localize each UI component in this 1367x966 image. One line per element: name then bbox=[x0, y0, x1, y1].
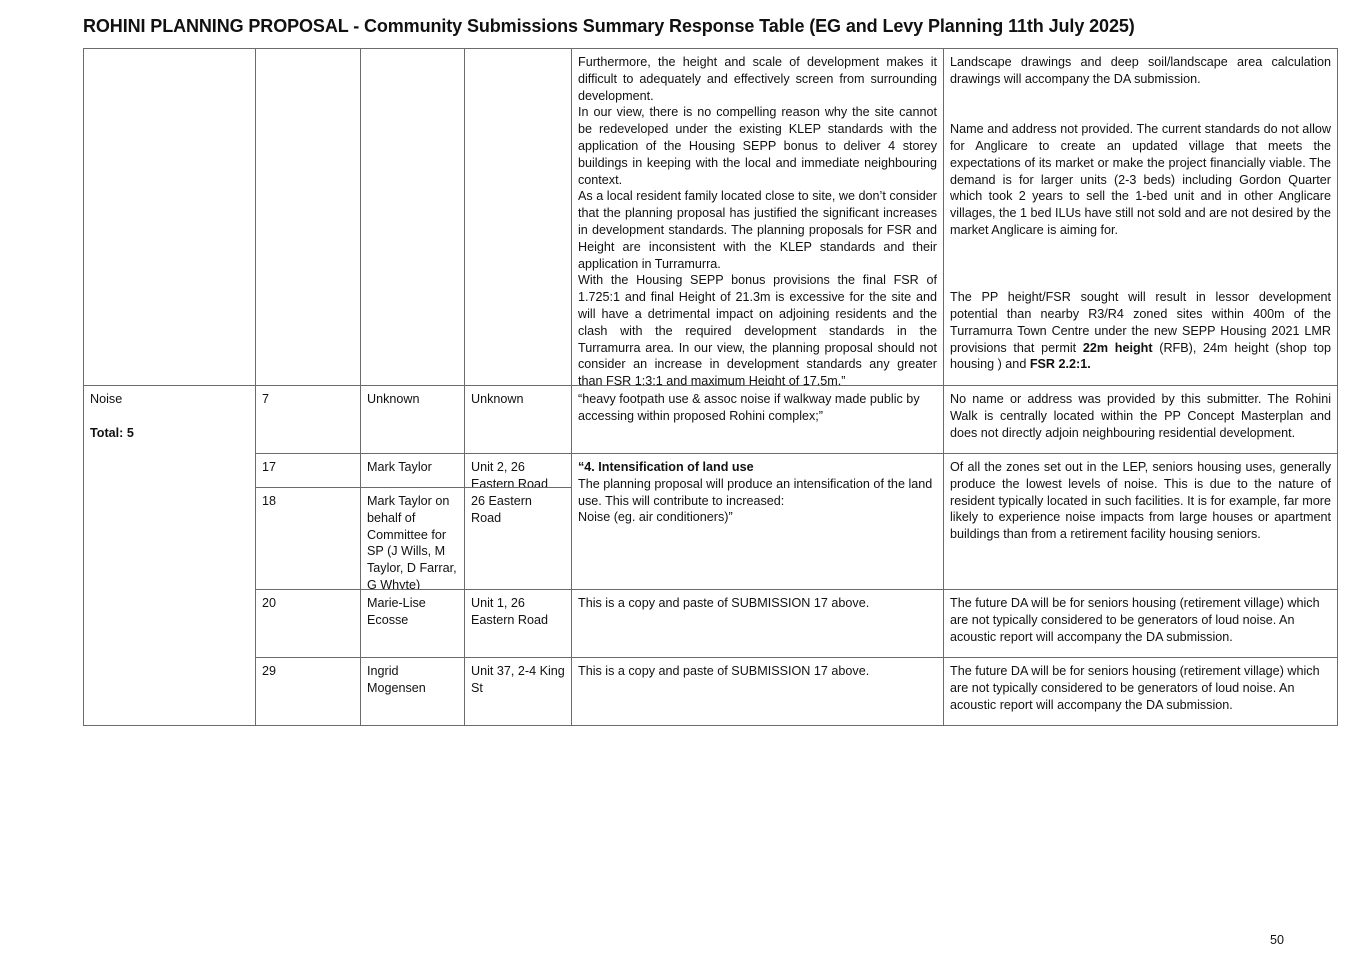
submission-paragraph: In our view, there is no compelling reas… bbox=[578, 105, 937, 187]
cell-submission: This is a copy and paste of SUBMISSION 1… bbox=[571, 589, 944, 658]
cell-address: Unknown bbox=[464, 385, 572, 454]
cell-name: Mark Taylor on behalf of Committee for S… bbox=[360, 487, 465, 590]
cell-response-cont: Landscape drawings and deep soil/landsca… bbox=[943, 48, 1338, 386]
cell-submission-merged: “4. Intensification of land use The plan… bbox=[571, 453, 944, 590]
cell-address: Unit 37, 2-4 King St bbox=[464, 657, 572, 726]
cell-no: 7 bbox=[255, 385, 361, 454]
cell-submission: This is a copy and paste of SUBMISSION 1… bbox=[571, 657, 944, 726]
submission-body: The planning proposal will produce an in… bbox=[578, 476, 933, 508]
cell-name: Marie-Lise Ecosse bbox=[360, 589, 465, 658]
cell-address-cont bbox=[464, 48, 572, 386]
cell-category-noise: Noise Total: 5 bbox=[83, 385, 256, 726]
response-text: (RFB), 24m height (shop top housing ) an… bbox=[950, 340, 1332, 372]
cell-submission-cont: Furthermore, the height and scale of dev… bbox=[571, 48, 944, 386]
category-name: Noise bbox=[90, 392, 123, 406]
cell-name: Unknown bbox=[360, 385, 465, 454]
page-number: 50 bbox=[1270, 933, 1285, 947]
cell-address: 26 Eastern Road bbox=[464, 487, 572, 590]
cell-no-cont bbox=[255, 48, 361, 386]
cell-no: 29 bbox=[255, 657, 361, 726]
cell-response: No name or address was provided by this … bbox=[943, 385, 1338, 454]
cell-no: 20 bbox=[255, 589, 361, 658]
response-bold-text: FSR 2.2:1. bbox=[1029, 357, 1091, 372]
cell-address: Unit 1, 26 Eastern Road bbox=[464, 589, 572, 658]
cell-response-merged: Of all the zones set out in the LEP, sen… bbox=[943, 453, 1338, 590]
submission-paragraph: With the Housing SEPP bonus provisions t… bbox=[578, 273, 937, 386]
cell-name: Ingrid Mogensen bbox=[360, 657, 465, 726]
cell-response: The future DA will be for seniors housin… bbox=[943, 589, 1338, 658]
response-text: The PP height/FSR sought will result in … bbox=[950, 290, 1331, 355]
page-title: ROHINI PLANNING PROPOSAL - Community Sub… bbox=[83, 16, 1135, 36]
cell-category-cont bbox=[83, 48, 256, 386]
category-total: Total: 5 bbox=[90, 425, 134, 440]
response-paragraph: Name and address not provided. The curre… bbox=[950, 122, 1331, 237]
response-bold-text: 22m height bbox=[1082, 340, 1153, 355]
response-paragraph: Landscape drawings and deep soil/landsca… bbox=[950, 55, 1331, 86]
submission-paragraph: Furthermore, the height and scale of dev… bbox=[578, 55, 937, 103]
cell-no: 17 bbox=[255, 453, 361, 488]
submission-paragraph: As a local resident family located close… bbox=[578, 189, 937, 271]
cell-name: Mark Taylor bbox=[360, 453, 465, 488]
cell-address: Unit 2, 26 Eastern Road bbox=[464, 453, 572, 488]
submission-end: Noise (eg. air conditioners)” bbox=[578, 510, 733, 525]
cell-no: 18 bbox=[255, 487, 361, 590]
submission-heading: “4. Intensification of land use bbox=[578, 460, 754, 474]
cell-submission: “heavy footpath use & assoc noise if wal… bbox=[571, 385, 944, 454]
cell-response: The future DA will be for seniors housin… bbox=[943, 657, 1338, 726]
response-paragraph: The PP height/FSR sought will result in … bbox=[950, 289, 1331, 373]
cell-name-cont bbox=[360, 48, 465, 386]
